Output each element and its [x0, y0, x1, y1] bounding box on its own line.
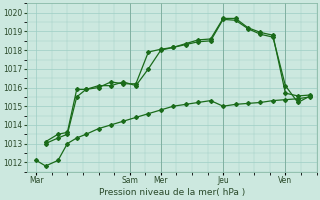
X-axis label: Pression niveau de la mer( hPa ): Pression niveau de la mer( hPa ): [99, 188, 245, 197]
